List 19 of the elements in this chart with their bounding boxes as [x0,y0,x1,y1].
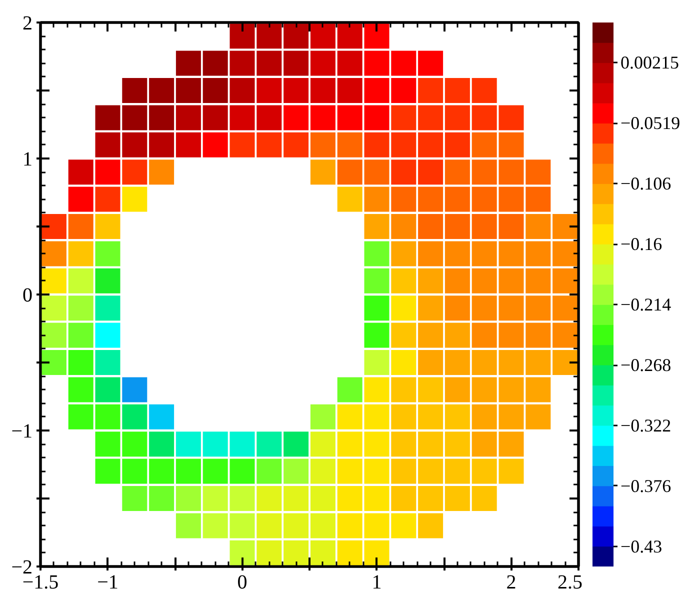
y-tick-label: −1 [11,420,32,442]
y-tick-label: 2 [22,12,32,34]
color-bar-label: −0.322 [620,415,672,436]
y-tick-label: 1 [22,148,32,170]
x-tick-label: 2 [506,572,516,594]
color-bar-label: −0.376 [620,476,672,496]
color-bar-label: −0.106 [620,174,672,194]
color-bar-label: −0.268 [620,355,672,376]
color-bar-label: 0.00215 [620,52,679,73]
color-bar-label: −0.214 [620,294,672,315]
y-tick-label: −2 [11,556,32,578]
x-tick-label: 1 [372,572,382,594]
x-tick-label: −1 [97,572,118,594]
color-bar-label: −0.16 [620,234,662,254]
x-tick-label: 0 [237,572,248,594]
x-tick-label: 2.5 [558,572,582,594]
color-bar-label: −0.43 [620,536,662,556]
y-tick-label: 0 [22,284,32,306]
color-bar-label: −0.0519 [620,113,680,134]
